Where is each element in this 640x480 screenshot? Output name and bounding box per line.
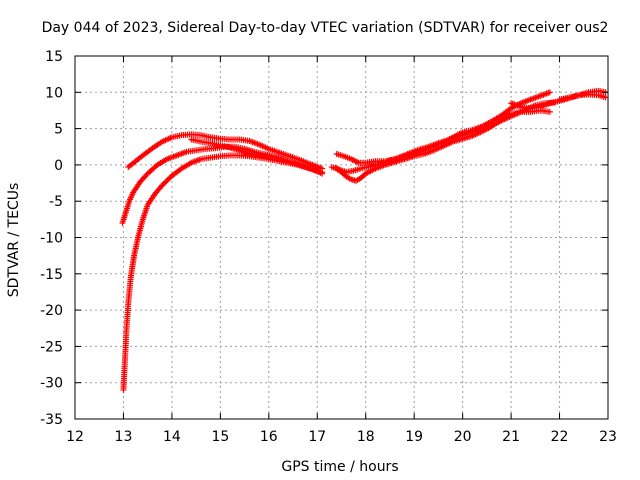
data-point [166, 175, 173, 182]
y-tick-label: 5 [54, 122, 63, 138]
x-tick-label: 19 [405, 429, 423, 445]
x-tick-labels: 12 13 14 15 16 17 18 19 20 21 22 23 [66, 429, 617, 445]
data-point [546, 89, 553, 96]
y-tick-label: 15 [45, 49, 63, 65]
series-track-d [188, 136, 272, 161]
data-point [161, 179, 168, 186]
data-point [160, 180, 167, 187]
x-tick-label: 16 [260, 429, 278, 445]
y-tick-label: -20 [40, 303, 63, 319]
series-track-c [125, 131, 326, 172]
x-tick-label: 13 [115, 429, 133, 445]
axis-ticks [74, 55, 609, 420]
y-tick-label: 10 [45, 85, 63, 101]
data-point [319, 165, 326, 172]
y-tick-label: 0 [54, 158, 63, 174]
y-tick-label: -30 [40, 376, 63, 392]
series-track-b [119, 143, 326, 226]
chart-title: Day 044 of 2023, Sidereal Day-to-day VTE… [42, 20, 609, 36]
data-point [265, 154, 272, 161]
y-tick-label: -5 [49, 194, 63, 210]
series-track-e [333, 107, 553, 184]
series-track-i [556, 91, 609, 103]
data-point [546, 108, 553, 115]
data-point [163, 178, 170, 185]
series-track-f [333, 89, 553, 166]
x-tick-label: 23 [599, 429, 617, 445]
y-tick-label: -15 [40, 267, 63, 283]
x-axis-label: GPS time / hours [281, 459, 398, 475]
y-tick-label: -35 [40, 412, 63, 428]
data-point [506, 106, 513, 113]
x-tick-label: 18 [357, 429, 375, 445]
x-tick-label: 22 [551, 429, 569, 445]
x-tick-label: 14 [163, 429, 181, 445]
data-points [119, 87, 609, 393]
x-tick-label: 17 [308, 429, 326, 445]
data-point [164, 176, 171, 183]
y-tick-labels: 15 10 5 0 -5 -10 -15 -20 -25 -30 -35 [40, 49, 63, 428]
y-tick-label: -10 [40, 231, 63, 247]
data-point [159, 182, 166, 189]
series-track-a [120, 152, 326, 393]
x-tick-label: 12 [66, 429, 84, 445]
series-track-g [328, 99, 558, 176]
x-tick-label: 20 [454, 429, 472, 445]
x-tick-label: 21 [502, 429, 520, 445]
x-tick-label: 15 [211, 429, 229, 445]
y-tick-label: -25 [40, 339, 63, 355]
y-axis-label: SDTVAR / TECUs [6, 183, 22, 298]
